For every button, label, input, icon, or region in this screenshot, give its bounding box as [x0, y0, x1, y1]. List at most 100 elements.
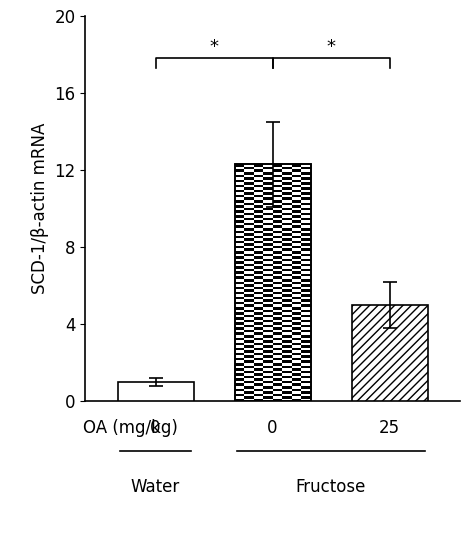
Bar: [273, 342, 282, 345]
Bar: [273, 246, 282, 248]
Bar: [273, 399, 282, 401]
Bar: [301, 167, 310, 170]
Bar: [301, 197, 310, 200]
Bar: [301, 391, 310, 394]
Bar: [254, 174, 263, 177]
Bar: [244, 243, 254, 246]
Bar: [235, 342, 244, 345]
Bar: [292, 342, 301, 345]
Bar: [263, 279, 273, 281]
Bar: [282, 294, 292, 297]
Bar: [273, 363, 282, 365]
Bar: [263, 300, 273, 302]
Bar: [263, 371, 273, 373]
Bar: [244, 218, 254, 220]
Bar: [263, 289, 273, 292]
Bar: [273, 373, 282, 376]
Bar: [244, 376, 254, 378]
Bar: [273, 388, 282, 391]
Bar: [254, 231, 263, 233]
Bar: [235, 164, 244, 167]
Bar: [244, 284, 254, 287]
Bar: [282, 238, 292, 241]
Bar: [263, 284, 273, 287]
Bar: [244, 269, 254, 271]
Bar: [292, 190, 301, 193]
Bar: [292, 307, 301, 310]
Bar: [273, 348, 282, 350]
Bar: [292, 388, 301, 391]
Bar: [282, 304, 292, 307]
Bar: [301, 315, 310, 317]
Bar: [254, 332, 263, 335]
Bar: [244, 203, 254, 205]
Bar: [235, 353, 244, 355]
Bar: [235, 164, 310, 401]
Bar: [292, 312, 301, 315]
Bar: [263, 335, 273, 338]
Bar: [263, 228, 273, 231]
Bar: [263, 177, 273, 180]
Bar: [244, 345, 254, 348]
Bar: [292, 200, 301, 203]
Bar: [273, 287, 282, 289]
Bar: [282, 325, 292, 327]
Bar: [254, 317, 263, 320]
Bar: [254, 358, 263, 361]
Bar: [263, 376, 273, 378]
Bar: [273, 353, 282, 355]
Bar: [282, 386, 292, 388]
Bar: [292, 287, 301, 289]
Bar: [254, 195, 263, 197]
Bar: [235, 205, 244, 208]
Bar: [263, 381, 273, 384]
Bar: [273, 205, 282, 208]
Bar: [273, 332, 282, 335]
Bar: [292, 363, 301, 365]
Bar: [282, 391, 292, 394]
Bar: [273, 210, 282, 213]
Bar: [301, 187, 310, 190]
Bar: [244, 279, 254, 281]
Bar: [301, 320, 310, 322]
Bar: [235, 307, 244, 310]
Bar: [301, 345, 310, 348]
Bar: [263, 304, 273, 307]
Bar: [263, 218, 273, 220]
Text: 0: 0: [267, 419, 278, 437]
Bar: [235, 358, 244, 361]
Bar: [301, 279, 310, 281]
Bar: [282, 274, 292, 277]
Bar: [301, 177, 310, 180]
Bar: [292, 292, 301, 294]
Bar: [254, 180, 263, 182]
Bar: [292, 394, 301, 396]
Bar: [244, 254, 254, 256]
Bar: [254, 297, 263, 300]
Bar: [292, 317, 301, 320]
Bar: [235, 180, 244, 182]
Bar: [282, 187, 292, 190]
Bar: [273, 236, 282, 238]
Bar: [282, 228, 292, 231]
Bar: [282, 320, 292, 322]
Bar: [235, 220, 244, 223]
Bar: [244, 396, 254, 399]
Bar: [235, 231, 244, 233]
Bar: [235, 399, 244, 401]
Bar: [263, 167, 273, 170]
Bar: [273, 307, 282, 310]
Bar: [292, 210, 301, 213]
Bar: [244, 223, 254, 225]
Bar: [282, 355, 292, 358]
Bar: [235, 170, 244, 172]
Bar: [244, 325, 254, 327]
Bar: [235, 317, 244, 320]
Bar: [235, 261, 244, 264]
Bar: [263, 391, 273, 394]
Bar: [254, 342, 263, 345]
Bar: [235, 241, 244, 243]
Bar: [254, 170, 263, 172]
Bar: [244, 371, 254, 373]
Bar: [282, 345, 292, 348]
